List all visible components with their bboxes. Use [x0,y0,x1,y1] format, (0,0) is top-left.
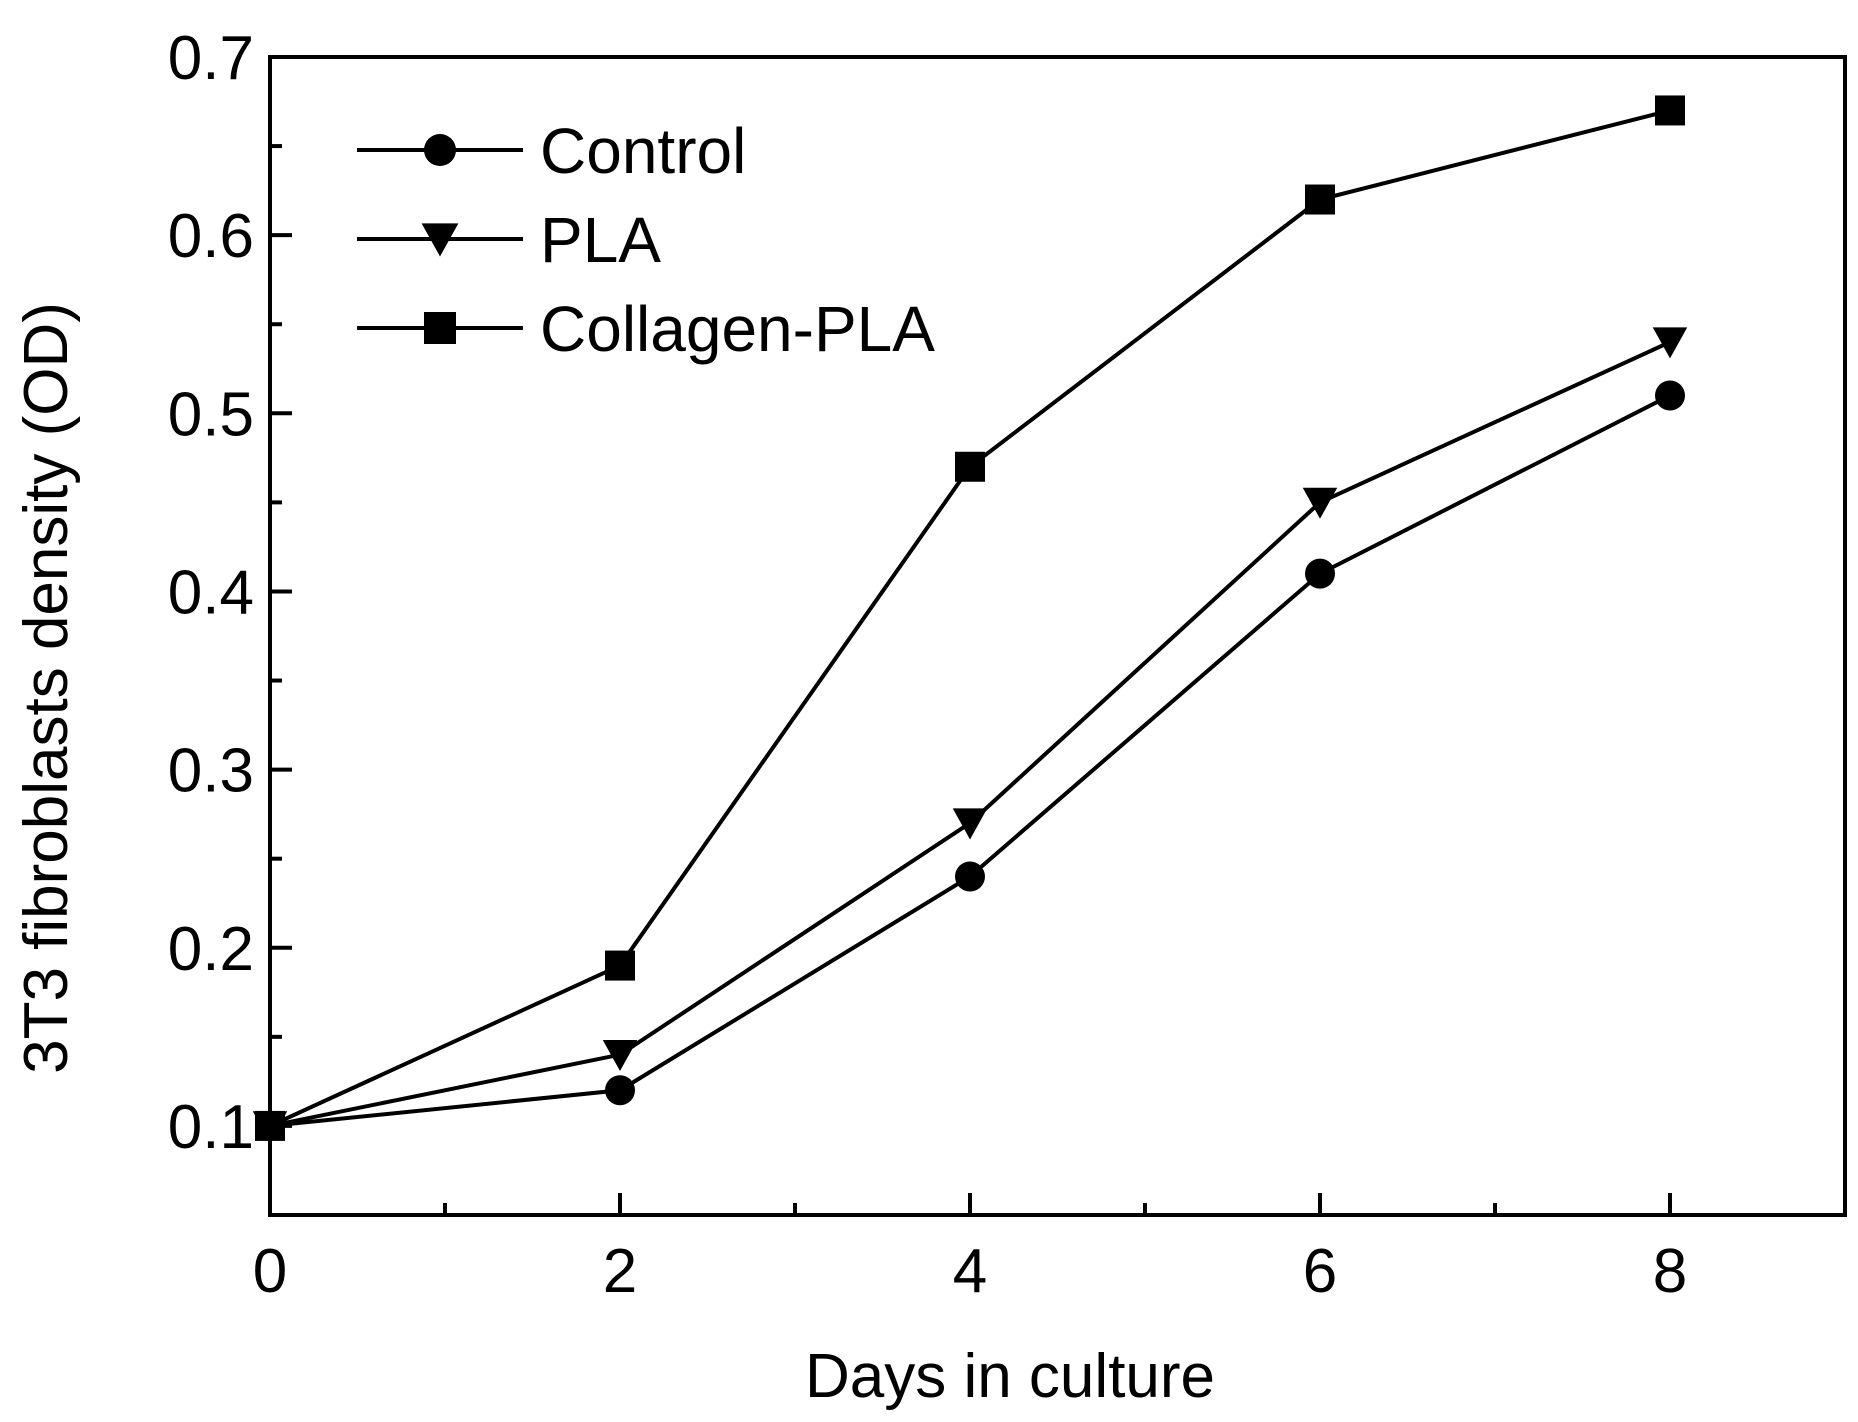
data-point [1655,380,1685,411]
series-line [269,108,1671,1128]
legend-marker [424,312,456,344]
series-line [269,393,1671,1128]
legend-label: Collagen-PLA [540,293,935,365]
y-tick-label: 0.4 [168,558,254,627]
y-tick-label: 0.6 [168,202,254,271]
x-tick-label: 0 [253,1237,287,1306]
data-point [605,950,635,981]
y-tick-label: 0.3 [168,737,254,806]
legend-item: Collagen-PLA [357,293,935,365]
data-point [1305,184,1335,215]
y-tick-label: 0.2 [168,915,254,984]
data-point [1302,487,1338,519]
x-tick-label: 4 [953,1237,987,1306]
data-point [602,1039,638,1072]
data-point [955,451,985,482]
data-point [952,808,988,840]
x-axis-title: Days in culture [805,1342,1215,1411]
y-tick-label: 0.1 [168,1093,254,1162]
series-collagen-pla [255,95,1685,1141]
series-pla [252,327,1688,1143]
data-point [1305,558,1335,589]
legend-marker [421,223,459,257]
data-point [1652,327,1688,359]
axes: 0 2 4 6 8 0.1 0.2 0.3 0.4 0.5 0.6 0.7 [168,24,1847,1306]
legend: Control PLA Collagen-PLA [357,115,935,365]
y-tick-label: 0.5 [168,380,254,449]
legend-label: Control [540,115,746,187]
data-point [955,861,985,892]
series-group [252,95,1688,1143]
series-control [255,380,1685,1141]
y-tick-label: 0.7 [168,24,254,93]
x-tick-label: 8 [1653,1237,1687,1306]
data-point [1655,95,1685,126]
legend-marker [424,134,456,166]
data-point [605,1075,635,1106]
plot-frame [268,55,1847,1217]
y-axis-title: 3T3 fibroblasts density (OD) [12,302,81,1074]
legend-item: PLA [357,204,661,276]
x-tick-label: 6 [1303,1237,1337,1306]
data-point [255,1110,285,1141]
x-tick-label: 2 [603,1237,637,1306]
legend-item: Control [357,115,746,187]
legend-label: PLA [540,204,661,276]
